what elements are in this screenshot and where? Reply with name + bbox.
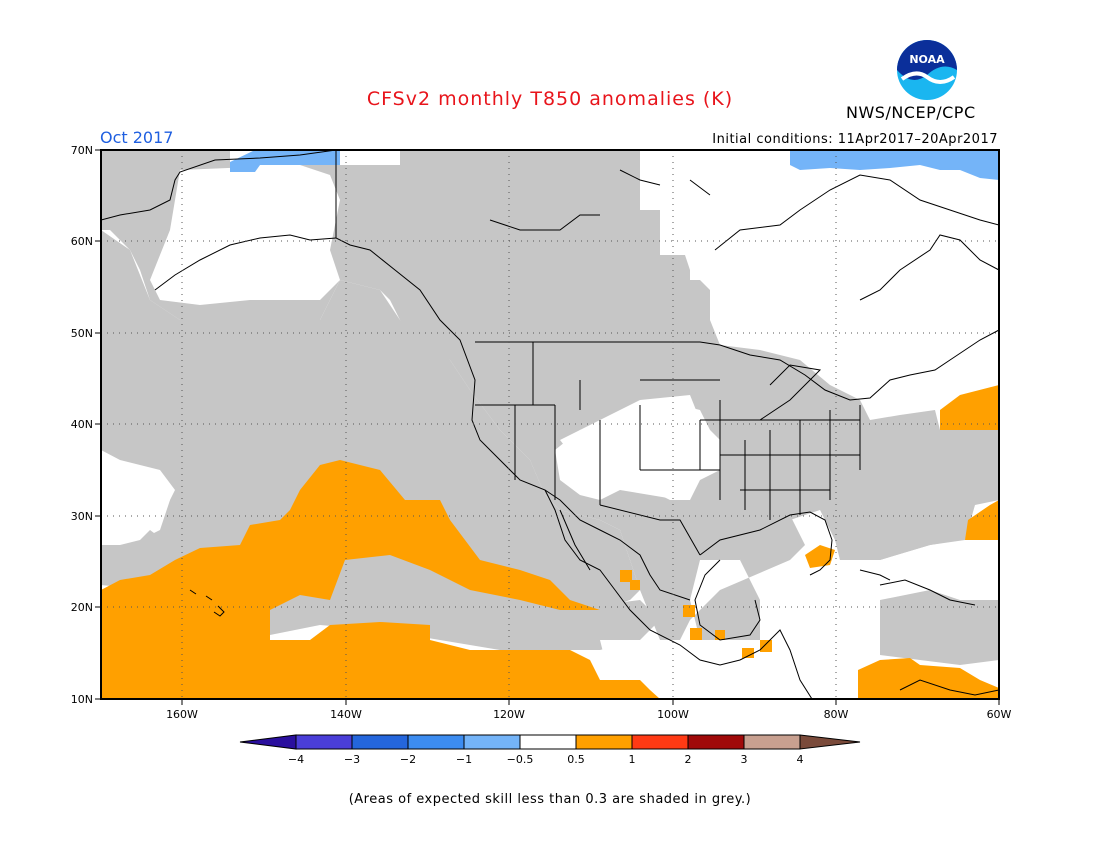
colorbar-segment (687, 734, 745, 750)
colorbar-label: −2 (400, 753, 416, 766)
colorbar-label: 2 (685, 753, 692, 766)
land-outlines (101, 150, 999, 699)
map-title: CFSv2 monthly T850 anomalies (K) (366, 88, 734, 110)
lon-label: 80W (824, 708, 849, 721)
noaa-logo: NOAA (897, 40, 957, 100)
colorbar-right-arrow (799, 734, 861, 750)
colorbar-segment (519, 734, 577, 750)
cool-anomaly-areas (230, 150, 999, 180)
colorbar-label: −3 (344, 753, 360, 766)
colorbar-label: −4 (288, 753, 304, 766)
skill-footnote: (Areas of expected skill less than 0.3 a… (348, 792, 752, 807)
colorbar-label: 3 (741, 753, 748, 766)
lat-label: 10N (71, 693, 93, 706)
organization-label: NWS/NCEP/CPC (846, 103, 976, 122)
warm-anomaly-areas (101, 385, 999, 699)
colorbar-left-arrow (239, 734, 297, 750)
colorbar-segment (351, 734, 409, 750)
forecast-month: Oct 2017 (100, 128, 174, 147)
colorbar-label: 4 (797, 753, 804, 766)
colorbar-label: −1 (456, 753, 472, 766)
colorbar-segment (631, 734, 689, 750)
lon-label: 160W (166, 708, 198, 721)
lat-label: 50N (71, 327, 93, 340)
colorbar-segment (575, 734, 633, 750)
colorbar-label: 0.5 (567, 753, 585, 766)
colorbar-segment (407, 734, 465, 750)
colorbar-segment (463, 734, 521, 750)
lat-label: 20N (71, 601, 93, 614)
colorbar-segment (743, 734, 801, 750)
colorbar: −4 −3 −2 −1 −0.5 0.5 1 2 3 4 (239, 734, 861, 766)
lon-label: 120W (493, 708, 525, 721)
colorbar-label: −0.5 (507, 753, 534, 766)
svg-text:NOAA: NOAA (909, 53, 945, 66)
colorbar-segment (295, 734, 353, 750)
colorbar-label: 1 (629, 753, 636, 766)
lat-label: 30N (71, 510, 93, 523)
lon-label: 100W (657, 708, 689, 721)
initial-conditions-label: Initial conditions: 11Apr2017–20Apr2017 (712, 132, 998, 147)
lat-label: 40N (71, 418, 93, 431)
lat-label: 60N (71, 235, 93, 248)
lat-label: 70N (71, 144, 93, 157)
lon-label: 140W (330, 708, 362, 721)
lon-label: 60W (987, 708, 1012, 721)
